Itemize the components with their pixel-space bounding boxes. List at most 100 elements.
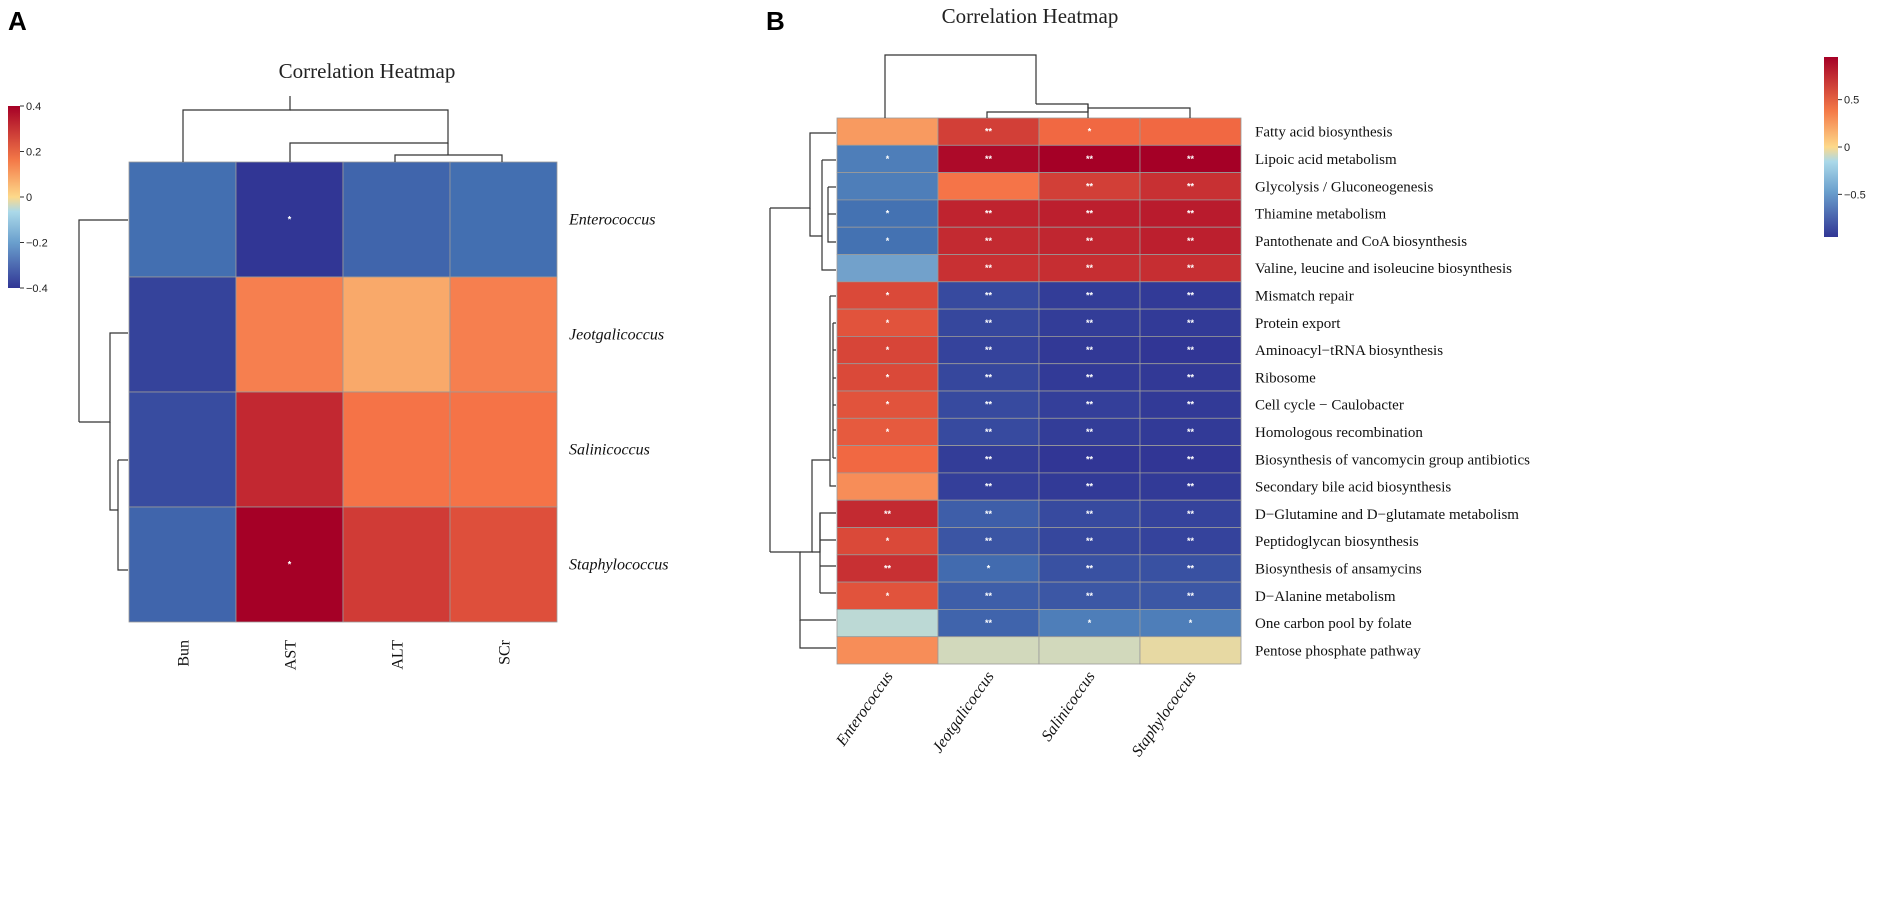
row-label: D−Glutamine and D−glutamate metabolism (1255, 507, 1519, 523)
heatmap-cell (836, 499, 939, 528)
significance-mark: * (886, 318, 890, 328)
heatmap-cell (937, 499, 1040, 528)
heatmap-cell (342, 506, 451, 623)
significance-mark: ** (985, 154, 993, 164)
colorbar-tick-label: 0 (1844, 142, 1850, 154)
heatmap-a-column-labels: Bun AST ALT SCr (176, 639, 514, 670)
heatmap-a-row-dendrogram (78, 219, 128, 571)
row-label: Biosynthesis of vancomycin group antibio… (1255, 452, 1530, 468)
heatmap-cell (128, 161, 237, 278)
row-label: Pantothenate and CoA biosynthesis (1255, 234, 1467, 250)
colorbar-tick-label: −0.5 (1844, 189, 1866, 201)
significance-mark: ** (1187, 482, 1195, 492)
row-label: Biosynthesis of ansamycins (1255, 561, 1422, 577)
significance-mark: * (886, 427, 890, 437)
heatmap-cell (1038, 581, 1141, 610)
significance-mark: ** (1187, 454, 1195, 464)
heatmap-cell (449, 391, 558, 508)
row-label: Lipoic acid metabolism (1255, 152, 1397, 168)
heatmap-cell (1038, 199, 1141, 228)
heatmap-cell (1038, 226, 1141, 255)
significance-mark: ** (985, 482, 993, 492)
significance-mark: ** (985, 454, 993, 464)
column-label: Bun (176, 640, 193, 667)
column-label: Jeotgalicoccus (929, 669, 997, 757)
heatmap-cell (449, 161, 558, 278)
heatmap-cell (128, 276, 237, 393)
row-label: Glycolysis / Gluconeogenesis (1255, 179, 1433, 195)
row-label: One carbon pool by folate (1255, 616, 1412, 632)
significance-mark: * (288, 560, 292, 570)
column-label: ALT (390, 640, 407, 670)
heatmap-cell (235, 391, 344, 508)
heatmap-cell (1139, 199, 1242, 228)
row-label: Staphylococcus (569, 557, 669, 574)
significance-mark: ** (1086, 345, 1094, 355)
heatmap-a-column-dendrogram (182, 96, 503, 162)
row-label: Ribosome (1255, 370, 1316, 386)
significance-mark: ** (1086, 563, 1094, 573)
heatmap-cell (1038, 609, 1141, 638)
heatmap-cell (937, 390, 1040, 419)
heatmap-cell (836, 554, 939, 583)
significance-mark: ** (985, 263, 993, 273)
significance-mark: ** (884, 563, 892, 573)
significance-mark: * (886, 536, 890, 546)
heatmap-cell (342, 161, 451, 278)
heatmap-cell (1038, 363, 1141, 392)
significance-mark: ** (985, 127, 993, 137)
heatmap-cell (1139, 117, 1242, 146)
heatmap-cell (937, 281, 1040, 310)
heatmap-cell (1038, 417, 1141, 446)
heatmap-b-column-labels: Enterococcus Jeotgalicoccus Salinicoccus St… (833, 669, 1200, 760)
heatmap-cell (937, 417, 1040, 446)
heatmap-cell (836, 117, 939, 146)
panel-b-letter: B (766, 6, 785, 36)
column-label: Staphylococcus (1129, 669, 1200, 760)
colorbar-tick-label: 0.4 (26, 101, 41, 113)
column-label: AST (283, 640, 300, 670)
significance-mark: ** (1187, 236, 1195, 246)
significance-mark: * (1088, 127, 1092, 137)
heatmap-cell (1038, 308, 1141, 337)
heatmap-cell (937, 554, 1040, 583)
heatmap-cell (449, 506, 558, 623)
significance-mark: * (886, 290, 890, 300)
heatmap-cell (1038, 117, 1141, 146)
heatmap-cell (836, 609, 939, 638)
significance-mark: ** (1187, 181, 1195, 191)
heatmap-cell (1139, 445, 1242, 474)
heatmap-cell (1139, 172, 1242, 201)
heatmap-cell (1038, 281, 1141, 310)
significance-mark: ** (1086, 536, 1094, 546)
significance-mark: * (886, 154, 890, 164)
significance-mark: * (1189, 618, 1193, 628)
row-label: Jeotgalicoccus (569, 327, 664, 344)
heatmap-cell (836, 445, 939, 474)
significance-mark: ** (1086, 236, 1094, 246)
significance-mark: ** (1187, 372, 1195, 382)
colorbar-tick-label: 0 (26, 192, 32, 204)
row-label: Protein export (1255, 316, 1341, 332)
significance-mark: ** (884, 509, 892, 519)
heatmap-cell (836, 254, 939, 283)
significance-mark: * (1088, 618, 1092, 628)
significance-mark: ** (1086, 591, 1094, 601)
heatmap-cell (1139, 554, 1242, 583)
heatmap-cell (937, 172, 1040, 201)
row-label: Salinicoccus (569, 442, 650, 459)
significance-mark: ** (985, 372, 993, 382)
significance-mark: ** (985, 236, 993, 246)
significance-mark: ** (1187, 318, 1195, 328)
significance-mark: ** (985, 209, 993, 219)
significance-mark: ** (1187, 400, 1195, 410)
significance-mark: * (886, 400, 890, 410)
heatmap-cell (1139, 581, 1242, 610)
heatmap-cell (937, 117, 1040, 146)
heatmap-cell (1038, 390, 1141, 419)
heatmap-cell (836, 390, 939, 419)
significance-mark: ** (1187, 563, 1195, 573)
significance-mark: ** (1187, 209, 1195, 219)
column-label: Salinicoccus (1038, 669, 1098, 745)
significance-mark: ** (1086, 372, 1094, 382)
